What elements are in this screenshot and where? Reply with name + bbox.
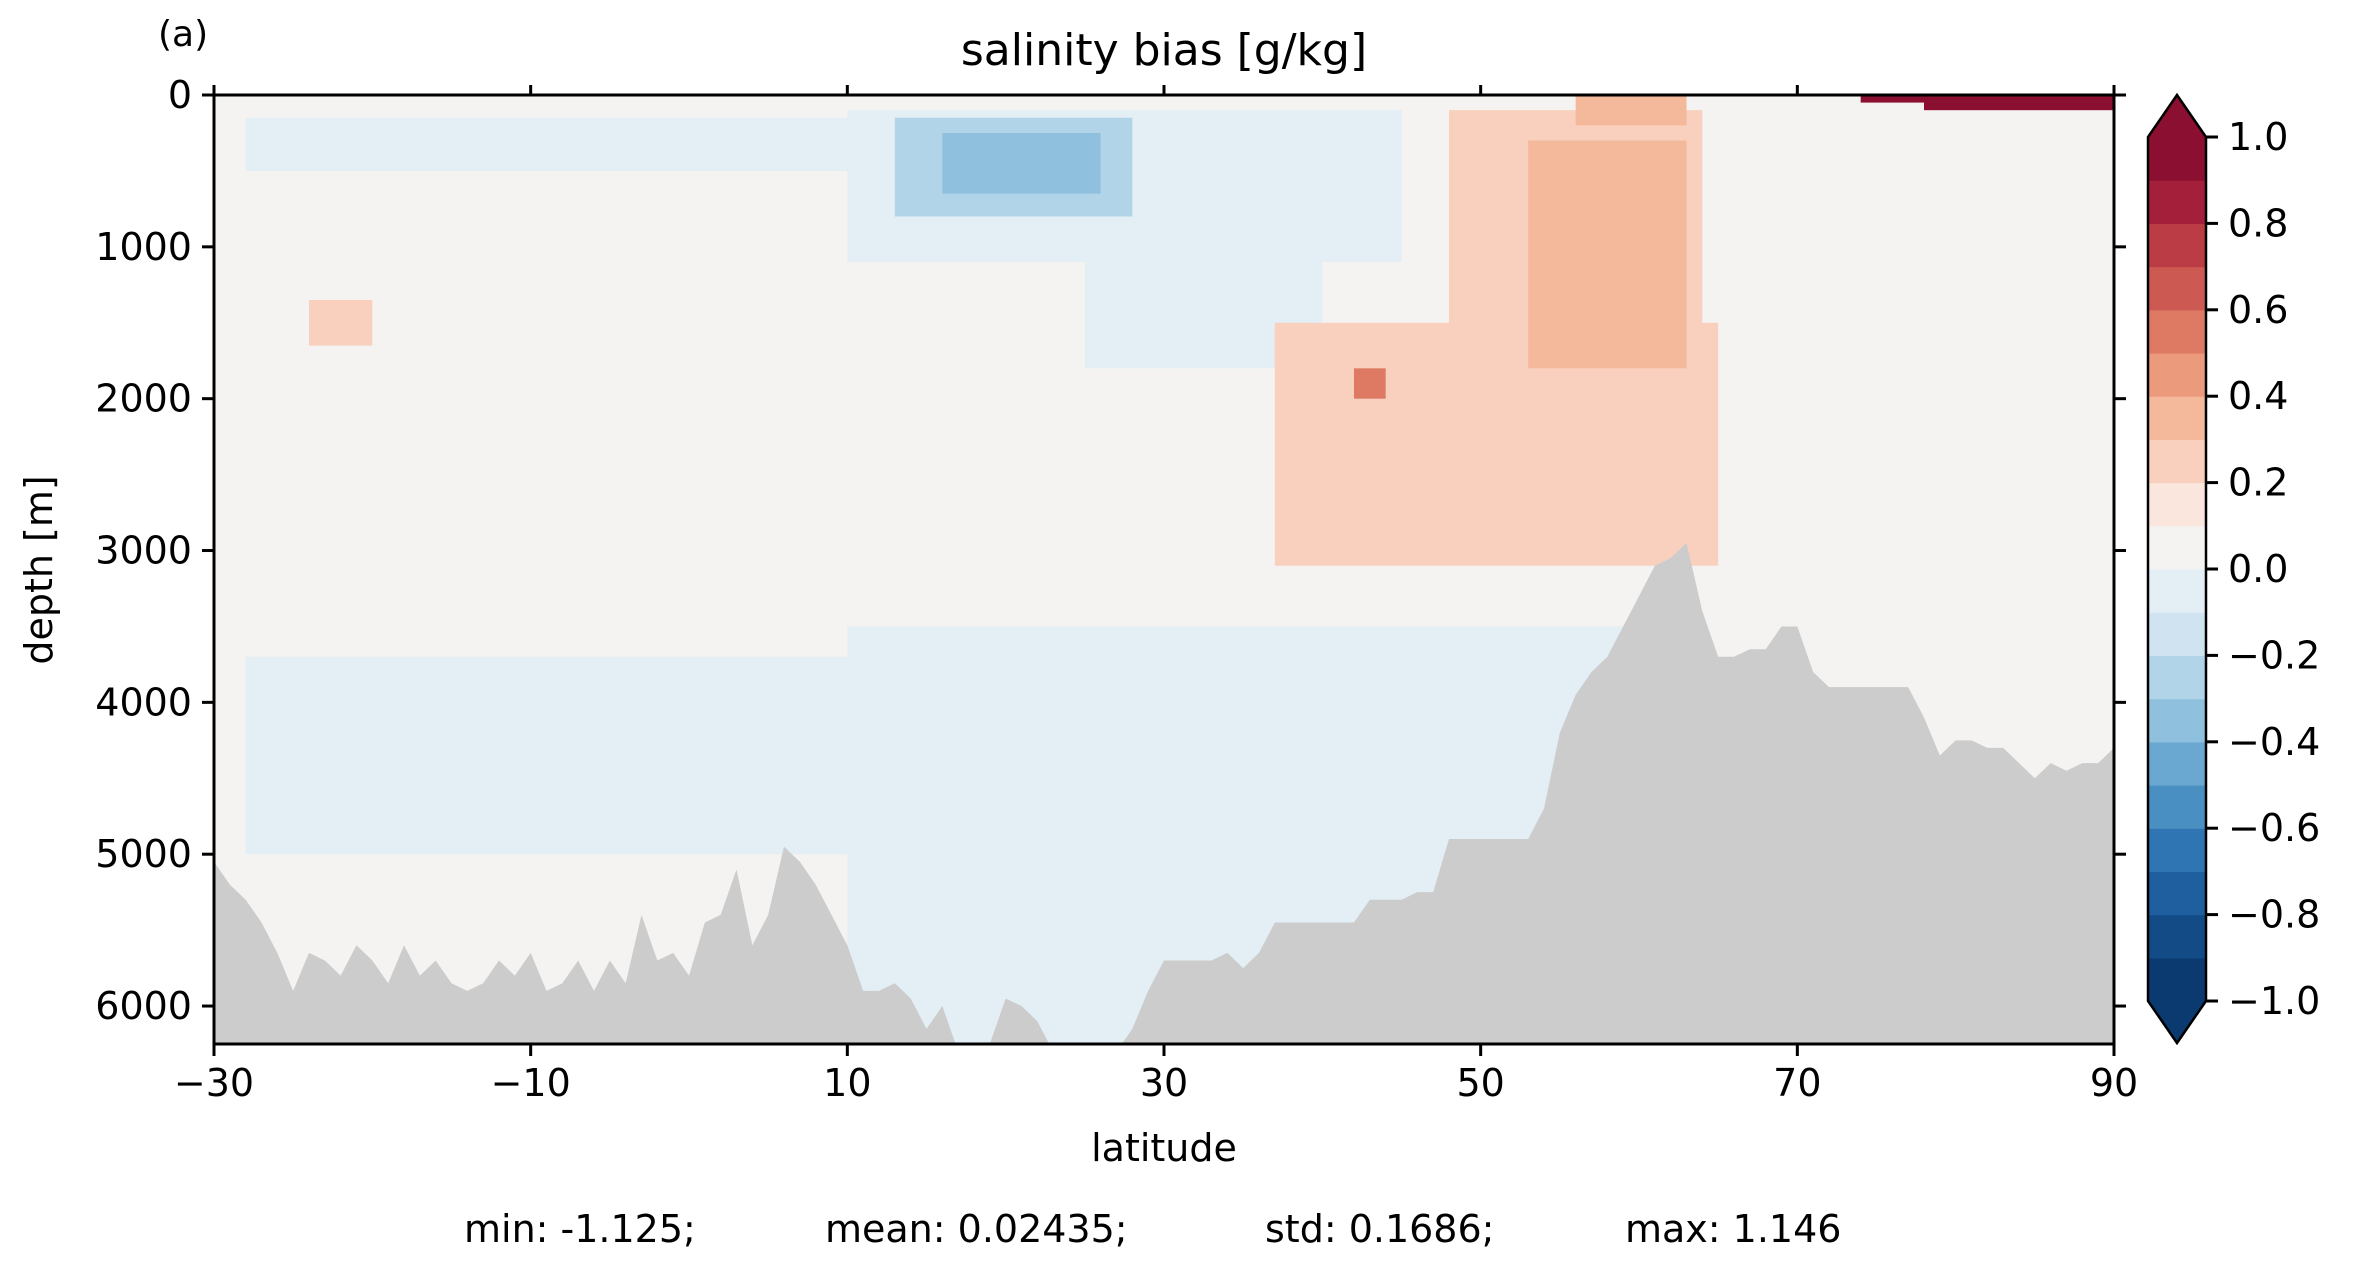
x-tick-label: 30 xyxy=(1140,1061,1188,1105)
field-region-15 xyxy=(1924,95,2114,111)
colorbar-segment xyxy=(2148,785,2206,829)
stat-max: max: 1.146 xyxy=(1625,1207,1841,1251)
colorbar-segment xyxy=(2148,569,2206,613)
field-region-6 xyxy=(942,132,1101,194)
y-tick-label: 4000 xyxy=(95,680,192,724)
y-tick-label: 5000 xyxy=(95,832,192,876)
y-tick-label: 0 xyxy=(168,73,192,117)
colorbar-segment xyxy=(2148,180,2206,224)
x-tick-label: 90 xyxy=(2090,1061,2138,1105)
field-region-10 xyxy=(1528,140,1687,369)
y-tick-label: 2000 xyxy=(95,377,192,421)
colorbar-tick-label: −1.0 xyxy=(2228,979,2320,1023)
salinity-bias-field xyxy=(214,95,2114,1044)
x-tick-label: −10 xyxy=(491,1061,571,1105)
colorbar-segment xyxy=(2148,266,2206,311)
colorbar-tick-label: 0.0 xyxy=(2228,547,2288,591)
statistics-footer: min: -1.125; mean: 0.02435; std: 0.1686;… xyxy=(464,1207,1841,1251)
colorbar-tick-label: 0.6 xyxy=(2228,288,2288,332)
field-region-11 xyxy=(1354,368,1386,399)
colorbar-segment xyxy=(2148,309,2206,354)
panel-label: (a) xyxy=(158,14,208,55)
colorbar-segment xyxy=(2148,957,2206,1002)
colorbar-segment xyxy=(2148,612,2206,656)
colorbar-segment xyxy=(2148,655,2206,700)
y-tick-label: 3000 xyxy=(95,529,192,573)
stat-mean: mean: 0.02435; xyxy=(825,1207,1128,1251)
colorbar: 1.0 0.8 0.6 0.4 0.2 0.0 −0.2 −0.4 −0.6 −0.8 −1.0 xyxy=(2146,92,2320,1046)
colorbar-segment xyxy=(2148,482,2206,527)
stat-std: std: 0.1686; xyxy=(1265,1207,1494,1251)
x-tick-label: 10 xyxy=(823,1061,871,1105)
colorbar-tick-label: 0.4 xyxy=(2228,374,2288,418)
colorbar-tick-label: −0.2 xyxy=(2228,633,2320,677)
colorbar-tick-label: 1.0 xyxy=(2228,115,2288,159)
colorbar-segment xyxy=(2148,914,2206,959)
colorbar-segment xyxy=(2148,223,2206,268)
x-tick-label: −30 xyxy=(174,1061,254,1105)
colorbar-segment xyxy=(2148,353,2206,397)
plot-area xyxy=(214,95,2114,1044)
field-region-12 xyxy=(309,299,373,346)
y-axis-label: depth [m] xyxy=(17,475,61,664)
field-region-16 xyxy=(1734,201,2114,627)
chart-title: salinity bias [g/kg] xyxy=(961,25,1367,76)
x-axis: −30 −10 10 30 50 70 90 xyxy=(174,85,2138,1105)
colorbar-tick-label: −0.4 xyxy=(2228,720,2320,764)
y-axis: 0 1000 2000 3000 4000 5000 6000 xyxy=(95,73,2126,1028)
colorbar-segment xyxy=(2148,828,2206,872)
colorbar-extend-max xyxy=(2148,95,2206,137)
x-tick-label: 70 xyxy=(1773,1061,1821,1105)
field-region-13 xyxy=(1575,95,1687,126)
y-tick-label: 6000 xyxy=(95,984,192,1028)
colorbar-segment xyxy=(2148,741,2206,786)
colorbar-segment xyxy=(2148,525,2206,570)
colorbar-tick-label: −0.8 xyxy=(2228,893,2320,937)
colorbar-tick-label: 0.8 xyxy=(2228,201,2288,245)
colorbar-extend-min xyxy=(2148,1001,2206,1043)
colorbar-segment xyxy=(2148,871,2206,916)
colorbar-segment xyxy=(2148,439,2206,484)
stat-min: min: -1.125; xyxy=(464,1207,696,1251)
colorbar-segment xyxy=(2148,698,2206,743)
x-tick-label: 50 xyxy=(1456,1061,1504,1105)
x-axis-label: latitude xyxy=(1091,1126,1237,1170)
colorbar-tick-label: 0.2 xyxy=(2228,461,2288,505)
colorbar-segment xyxy=(2148,137,2206,181)
colorbar-tick-label: −0.6 xyxy=(2228,806,2320,850)
y-tick-label: 1000 xyxy=(95,225,192,269)
bathymetry-mask xyxy=(214,542,2114,1044)
field-region-3 xyxy=(245,117,848,171)
colorbar-segment xyxy=(2148,396,2206,440)
